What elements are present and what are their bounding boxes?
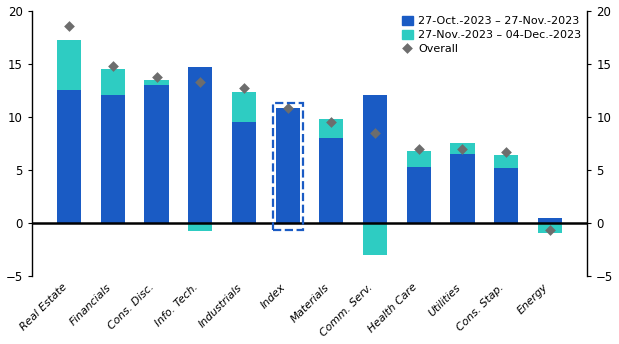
Bar xyxy=(319,119,344,138)
Bar xyxy=(319,138,344,223)
Point xyxy=(283,106,293,111)
Bar xyxy=(101,69,125,96)
Point xyxy=(501,149,511,154)
Point xyxy=(370,130,380,135)
Bar xyxy=(494,155,518,168)
Bar xyxy=(272,103,303,230)
Bar xyxy=(57,40,81,90)
Bar xyxy=(101,96,125,223)
Point xyxy=(457,146,467,151)
Point xyxy=(108,63,118,68)
Bar xyxy=(407,166,431,223)
Bar xyxy=(538,223,562,234)
Bar xyxy=(188,223,212,231)
Point xyxy=(64,24,74,29)
Bar xyxy=(232,92,256,122)
Bar xyxy=(275,108,300,223)
Bar xyxy=(188,67,212,223)
Bar xyxy=(363,96,387,223)
Bar xyxy=(494,168,518,223)
Point xyxy=(195,79,205,84)
Bar xyxy=(451,143,475,154)
Bar xyxy=(232,122,256,223)
Point xyxy=(239,85,249,91)
Bar xyxy=(144,79,168,85)
Legend: 27-Oct.-2023 – 27-Nov.-2023, 27-Nov.-2023 – 04-Dec.-2023, Overall: 27-Oct.-2023 – 27-Nov.-2023, 27-Nov.-202… xyxy=(402,16,582,54)
Bar xyxy=(538,217,562,223)
Bar xyxy=(451,154,475,223)
Point xyxy=(545,227,555,233)
Bar xyxy=(57,90,81,223)
Point xyxy=(326,119,336,125)
Bar xyxy=(407,151,431,166)
Bar xyxy=(363,223,387,255)
Bar xyxy=(144,85,168,223)
Point xyxy=(152,75,162,80)
Point xyxy=(414,146,424,151)
